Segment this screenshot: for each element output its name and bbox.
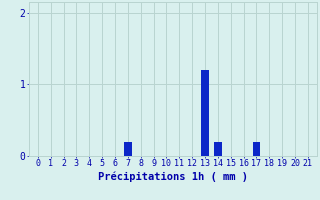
X-axis label: Précipitations 1h ( mm ): Précipitations 1h ( mm )	[98, 171, 248, 182]
Bar	[124, 142, 132, 156]
Bar	[214, 142, 222, 156]
Bar	[201, 70, 209, 156]
Bar	[252, 142, 260, 156]
